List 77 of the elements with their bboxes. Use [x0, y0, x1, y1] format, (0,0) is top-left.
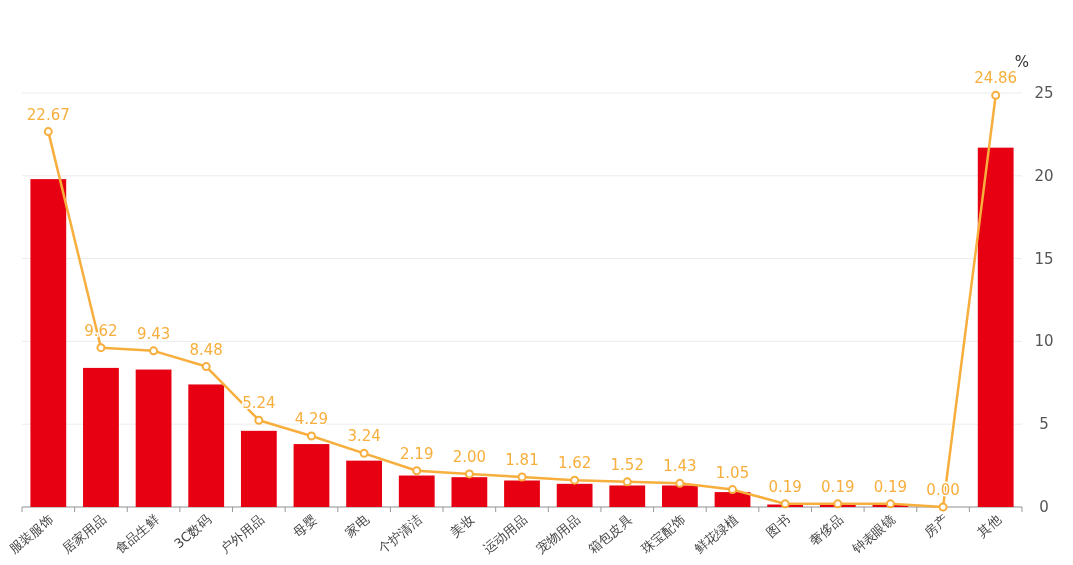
bar	[346, 460, 382, 507]
point	[306, 431, 316, 441]
data-label: 9.43	[136, 324, 171, 343]
data-label: 8.48	[189, 340, 223, 359]
data-label: 3.24	[347, 427, 381, 446]
x-tick-label: 食品生鲜	[112, 511, 162, 557]
x-tick-label: 房产	[921, 511, 951, 541]
x-tick-label: 居家用品	[59, 511, 109, 557]
data-label: 0.19	[873, 477, 908, 496]
bar	[135, 369, 172, 507]
y-tick-label: 10	[1034, 332, 1054, 351]
bar	[240, 430, 277, 507]
point	[833, 499, 843, 509]
data-label: 4.29	[294, 409, 329, 428]
point	[149, 346, 159, 356]
x-tick-label: 服装服饰	[6, 511, 57, 557]
point	[464, 469, 474, 479]
point	[517, 472, 527, 482]
bar	[188, 384, 225, 507]
data-label: 1.52	[610, 455, 644, 474]
bar	[556, 483, 593, 507]
x-tick-label: 母婴	[289, 511, 320, 541]
x-tick-label: 箱包皮具	[585, 511, 636, 557]
y-tick-label: 5	[1039, 415, 1049, 434]
data-label: 0.19	[768, 477, 802, 496]
point	[938, 502, 948, 512]
x-tick-label: 运动用品	[480, 511, 530, 557]
x-tick-label: 鲜花绿植	[690, 511, 741, 557]
x-tick-label: 奢侈品	[806, 511, 846, 549]
data-label: 2.19	[400, 444, 434, 463]
bar	[451, 477, 488, 507]
y-tick-label: 20	[1034, 166, 1054, 185]
point	[885, 499, 895, 509]
bar	[714, 492, 751, 507]
x-tick-label: 其他	[974, 511, 1004, 541]
bar	[662, 485, 698, 507]
x-tick-label: 家电	[342, 511, 373, 541]
bar	[83, 367, 119, 507]
y-tick-label: 25	[1034, 84, 1054, 102]
x-tick-label: 宠物用品	[533, 511, 583, 557]
x-tick-label: 3C数码	[171, 511, 215, 552]
bar	[504, 480, 540, 507]
point	[991, 90, 1001, 100]
point	[359, 448, 369, 458]
point	[780, 499, 790, 509]
data-label: 1.05	[715, 463, 750, 482]
x-tick-label: 个护清洁	[375, 511, 425, 557]
point	[570, 475, 580, 485]
point	[254, 415, 264, 425]
y-tick-label: 0	[1039, 498, 1049, 516]
data-label: 0.19	[821, 477, 855, 496]
bar	[398, 475, 435, 507]
data-label: 5.24	[242, 394, 276, 413]
x-tick-label: 户外用品	[217, 511, 267, 557]
bar	[609, 485, 646, 507]
point	[412, 466, 422, 476]
point	[675, 478, 685, 488]
data-label: 2.00	[452, 447, 487, 466]
bar	[30, 179, 67, 507]
data-label: 1.43	[663, 457, 697, 476]
point	[622, 477, 632, 487]
bar	[977, 147, 1014, 507]
x-tick-label: 美妆	[447, 511, 478, 541]
point	[96, 343, 106, 353]
x-tick-label: 珠宝配饰	[638, 511, 688, 557]
point	[728, 485, 738, 495]
x-tick-label: 图书	[763, 511, 794, 541]
point	[201, 362, 211, 372]
x-tick-label: 钟表眼镜	[848, 511, 899, 558]
y-tick-label: 15	[1034, 249, 1054, 268]
data-label: 1.62	[557, 454, 592, 473]
data-label: 24.86	[974, 69, 1018, 88]
bar	[293, 444, 330, 507]
y-axis-title: %	[1014, 53, 1030, 71]
point	[43, 127, 53, 137]
data-label: 22.67	[26, 105, 70, 124]
data-label: 1.81	[505, 451, 539, 470]
